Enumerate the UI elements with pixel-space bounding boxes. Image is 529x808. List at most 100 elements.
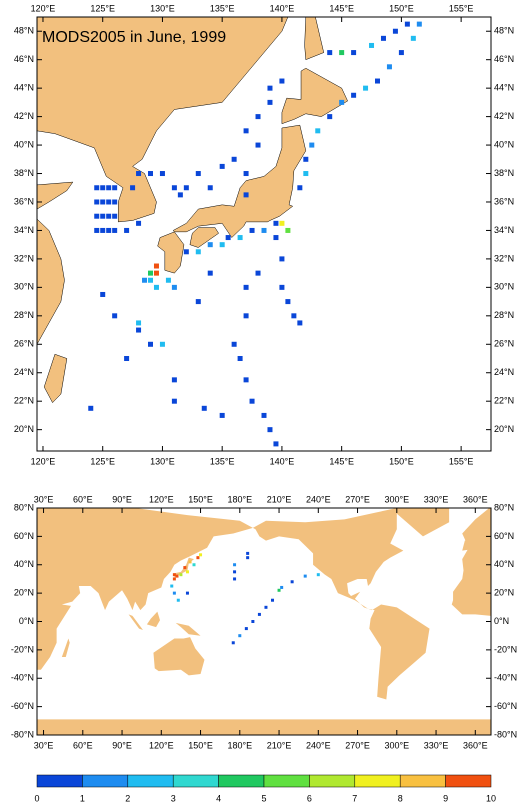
observation-cell	[159, 341, 165, 347]
y-tick-label: 20°N	[14, 588, 34, 598]
observation-cell	[231, 641, 235, 645]
land	[172, 124, 307, 238]
x-tick-label: 130°E	[150, 456, 175, 466]
colorbar-label: 9	[443, 793, 448, 803]
y-tick-label: 20°N	[494, 588, 514, 598]
observation-cell	[219, 163, 225, 169]
observation-cell	[416, 21, 422, 27]
observation-cell	[112, 313, 118, 319]
y-tick-label: 22°N	[14, 396, 34, 406]
observation-cell	[285, 227, 291, 233]
observation-cell	[351, 92, 357, 98]
colorbar-label: 6	[307, 793, 312, 803]
colorbar-segment	[218, 774, 265, 788]
land	[37, 181, 74, 210]
observation-cell	[327, 114, 333, 120]
observation-cell	[255, 142, 261, 148]
observation-cell	[100, 213, 106, 219]
colorbar-segment	[127, 774, 174, 788]
y-tick-label: 40°N	[494, 559, 514, 569]
x-tick-label: 145°E	[329, 3, 354, 13]
x-tick-label: 120°E	[31, 456, 56, 466]
land	[146, 611, 160, 628]
observation-cell	[273, 220, 279, 226]
observation-cell	[273, 235, 279, 241]
y-tick-label: 24°N	[494, 367, 514, 377]
x-tick-label: 240°E	[306, 494, 331, 504]
observation-cell	[261, 412, 267, 418]
land	[451, 508, 491, 616]
y-tick-label: 28°N	[14, 310, 34, 320]
y-tick-label: 32°N	[494, 253, 514, 263]
observation-cell	[238, 634, 242, 638]
land	[37, 508, 253, 670]
y-tick-label: 30°N	[494, 282, 514, 292]
observation-cell	[106, 213, 112, 219]
y-tick-label: 80°N	[14, 502, 34, 512]
colorbar-label: 10	[486, 793, 496, 803]
observation-cell	[339, 50, 345, 56]
observation-cell	[175, 574, 179, 578]
observation-cell	[176, 598, 180, 602]
observation-cell	[153, 263, 159, 269]
observation-cell	[94, 199, 100, 205]
observation-cell	[297, 185, 303, 191]
x-tick-label: 240°E	[306, 740, 331, 750]
observation-cell	[171, 284, 177, 290]
x-tick-label: 150°E	[188, 494, 213, 504]
observation-cell	[255, 270, 261, 276]
land	[61, 638, 70, 657]
observation-cell	[195, 171, 201, 177]
observation-cell	[183, 185, 189, 191]
y-tick-label: 44°N	[494, 83, 514, 93]
x-tick-label: 180°E	[227, 740, 252, 750]
observation-cell	[243, 192, 249, 198]
y-tick-label: 32°N	[14, 253, 34, 263]
observation-cell	[243, 128, 249, 134]
observation-cell	[249, 398, 255, 404]
observation-cell	[273, 441, 279, 447]
x-tick-label: 150°E	[389, 456, 414, 466]
observation-cell	[375, 78, 380, 84]
observation-cell	[94, 185, 100, 191]
y-tick-label: 48°N	[494, 26, 514, 36]
land	[128, 614, 143, 631]
observation-cell	[219, 412, 225, 418]
observation-cell	[136, 171, 142, 177]
observation-cell	[171, 377, 177, 383]
y-tick-label: 48°N	[14, 26, 34, 36]
observation-cell	[195, 249, 201, 255]
y-tick-label: 40°N	[14, 559, 34, 569]
x-tick-label: 135°E	[210, 3, 235, 13]
y-tick-label: 30°N	[14, 282, 34, 292]
observation-cell	[233, 577, 237, 581]
land	[37, 17, 289, 223]
observation-cell	[233, 563, 237, 567]
land	[37, 218, 65, 345]
land	[189, 227, 219, 248]
observation-cell	[106, 227, 112, 233]
y-tick-label: 34°N	[14, 225, 34, 235]
x-tick-label: 90°E	[112, 494, 132, 504]
x-tick-label: 360°E	[463, 494, 488, 504]
observation-cell	[136, 327, 142, 333]
colorbar-label: 1	[80, 793, 85, 803]
observation-cell	[188, 560, 192, 564]
observation-cell	[244, 627, 248, 631]
y-tick-label: 42°N	[494, 111, 514, 121]
observation-cell	[196, 556, 200, 560]
y-tick-label: 38°N	[494, 168, 514, 178]
x-tick-label: 210°E	[267, 494, 292, 504]
observation-cell	[410, 35, 416, 41]
y-tick-label: 80°N	[494, 502, 514, 512]
observation-cell	[165, 277, 171, 283]
y-tick-label: 28°N	[494, 310, 514, 320]
y-tick-label: 36°N	[14, 196, 34, 206]
observation-cell	[363, 85, 369, 91]
y-tick-label: -60°N	[11, 701, 34, 711]
x-tick-label: 120°E	[31, 3, 56, 13]
map-frame	[36, 507, 492, 736]
observation-cell	[249, 227, 255, 233]
land	[252, 508, 430, 700]
